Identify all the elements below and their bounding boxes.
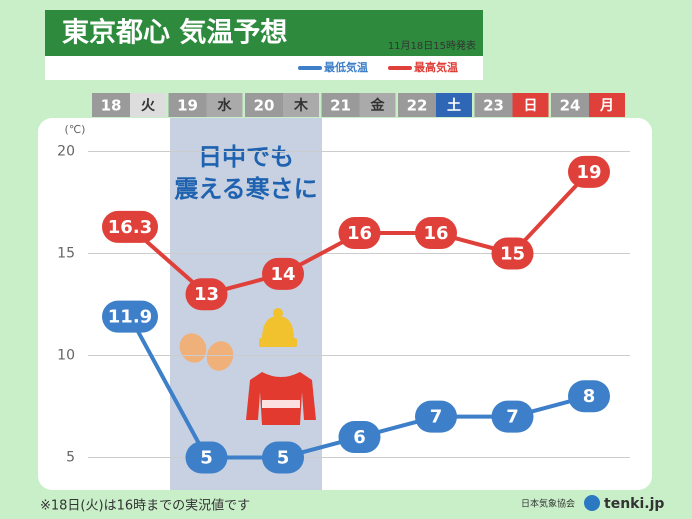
value-label: 15	[500, 243, 525, 264]
weekday-label: 木	[293, 97, 309, 114]
weekday-label: 土	[447, 97, 461, 114]
value-label: 7	[430, 407, 443, 428]
date-box	[245, 93, 283, 117]
value-label: 16	[423, 223, 448, 244]
footnote: ※18日(火)は16時までの実況値です	[40, 498, 250, 514]
date-box	[321, 93, 360, 117]
value-label: 8	[583, 386, 596, 407]
value-pill	[262, 257, 304, 290]
weekday-box	[589, 93, 625, 117]
value-pill	[415, 217, 457, 250]
weekday-label: 水	[218, 97, 233, 114]
y-unit: (℃)	[65, 123, 86, 136]
value-label: 6	[353, 427, 366, 448]
x-tick-label: 22	[407, 97, 428, 115]
title-bar	[45, 10, 483, 56]
value-label: 16.3	[108, 217, 152, 238]
chart-title: 東京都心 気温予想	[62, 17, 287, 49]
weekday-box	[283, 93, 319, 117]
value-pill	[102, 300, 158, 333]
value-label: 14	[270, 264, 295, 285]
weekday-box	[206, 93, 243, 117]
y-tick-label: 10	[57, 347, 75, 363]
date-box	[474, 93, 513, 117]
weekday-box	[512, 93, 549, 117]
legend-label: 最高気温	[414, 60, 458, 74]
hat-icon	[259, 308, 297, 347]
y-tick-label: 20	[57, 143, 75, 159]
value-label: 7	[506, 407, 519, 428]
value-pill	[491, 400, 534, 433]
value-pill	[102, 210, 158, 243]
value-label: 13	[194, 284, 219, 305]
y-tick-label: 15	[57, 245, 75, 261]
x-tick-label: 24	[560, 97, 581, 115]
legend-label: 最低気温	[324, 60, 368, 74]
value-label: 5	[277, 447, 290, 468]
value-pill	[415, 400, 457, 433]
x-tick-label: 18	[101, 97, 122, 115]
weekday-label: 火	[141, 98, 156, 114]
x-tick-label: 21	[330, 97, 351, 115]
value-pill	[262, 441, 304, 474]
annotation: 日中でも	[198, 143, 294, 171]
x-tick-label: 19	[177, 97, 198, 115]
date-box	[551, 93, 589, 117]
weekday-label: 月	[599, 98, 614, 114]
value-label: 19	[576, 162, 601, 183]
value-pill	[185, 441, 228, 474]
source: 日本気象協会	[521, 498, 575, 510]
annotation: 震える寒さに	[174, 175, 317, 203]
date-box	[168, 93, 207, 117]
value-pill	[338, 421, 381, 454]
date-box	[398, 93, 436, 117]
value-pill	[568, 380, 610, 413]
value-pill	[491, 237, 534, 270]
weekday-box	[436, 93, 472, 117]
x-tick-label: 20	[254, 97, 275, 115]
value-pill	[568, 155, 610, 188]
y-tick-label: 5	[66, 449, 75, 465]
weekday-box	[130, 93, 166, 117]
value-label: 5	[200, 447, 213, 468]
value-pill	[185, 278, 228, 311]
value-label: 11.9	[108, 307, 152, 328]
value-label: 16	[347, 223, 372, 244]
sweater-icon	[246, 372, 316, 425]
x-tick-label: 23	[483, 97, 504, 115]
weekday-label: 金	[370, 97, 386, 114]
brand-icon	[584, 495, 600, 511]
weekday-label: 日	[524, 98, 538, 114]
issued: 11月18日15時発表	[388, 39, 476, 52]
date-box	[92, 93, 130, 117]
brand: tenki.jp	[604, 496, 664, 512]
weekday-box	[359, 93, 396, 117]
value-pill	[338, 217, 381, 250]
